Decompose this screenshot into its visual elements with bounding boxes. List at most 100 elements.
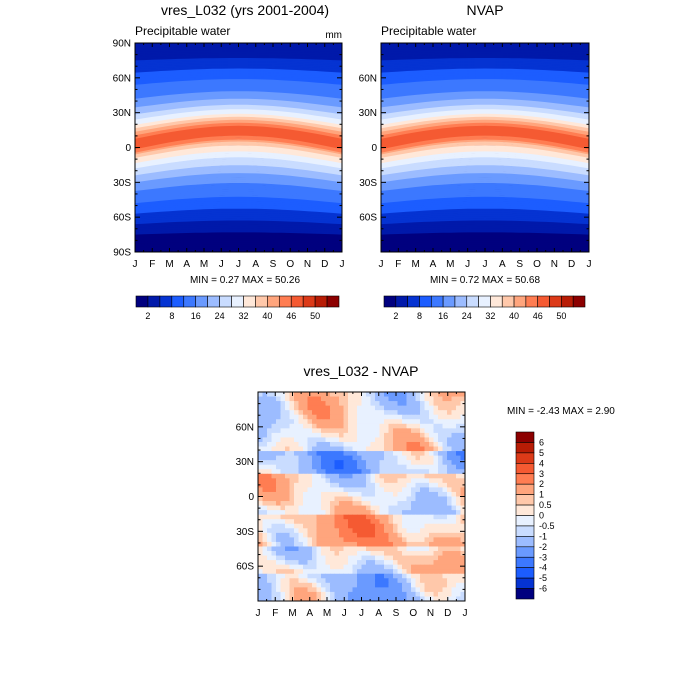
- colorbar-swatch: [515, 525, 535, 537]
- contour-cell: [258, 537, 263, 543]
- contour-cell: [420, 519, 425, 525]
- contour-cell: [325, 519, 331, 525]
- contour-cell: [388, 587, 394, 593]
- contour-cell: [429, 514, 434, 520]
- contour-cell: [361, 523, 367, 529]
- contour-cell: [298, 519, 304, 525]
- contour-cell: [415, 482, 421, 488]
- contour-cell: [276, 501, 281, 506]
- contour-cell: [406, 437, 412, 443]
- contour-cell: [271, 514, 277, 520]
- contour-cell: [402, 596, 407, 601]
- contour-cell: [325, 437, 331, 443]
- contour-cell: [438, 451, 443, 457]
- contour-cell: [298, 396, 304, 402]
- contour-cell: [375, 401, 380, 407]
- contour-cell: [447, 501, 452, 506]
- contour-cell: [352, 578, 358, 584]
- contour-band: [381, 61, 589, 67]
- contour-cell: [330, 451, 335, 457]
- contour-cell: [438, 405, 443, 411]
- contour-cell: [303, 551, 308, 556]
- contour-cell: [388, 546, 394, 552]
- contour-cell: [375, 423, 380, 429]
- contour-cell: [352, 446, 358, 452]
- contour-cell: [343, 569, 349, 575]
- contour-cell: [442, 582, 448, 588]
- contour-cell: [321, 587, 326, 593]
- contour-cell: [357, 587, 362, 593]
- contour-cell: [258, 473, 263, 479]
- contour-cell: [280, 478, 286, 484]
- contour-band: [381, 226, 589, 232]
- contour-cell: [343, 551, 349, 556]
- contour-cell: [402, 505, 407, 511]
- contour-band: [135, 163, 342, 176]
- contour-cell: [361, 446, 367, 452]
- contour-cell: [415, 546, 421, 552]
- contour-cell: [321, 432, 326, 438]
- contour-cell: [384, 423, 389, 429]
- contour-cell: [397, 541, 403, 547]
- contour-cell: [280, 428, 286, 434]
- contour-band: [381, 71, 589, 79]
- contour-cell: [375, 414, 380, 420]
- colorbar-label: -4: [539, 563, 547, 573]
- contour-cell: [460, 596, 465, 601]
- contour-cell: [397, 423, 403, 429]
- contour-cell: [271, 510, 277, 516]
- contour-cell: [325, 491, 331, 497]
- contour-cell: [280, 460, 286, 466]
- contour-cell: [424, 528, 430, 534]
- contour-cell: [276, 537, 281, 543]
- contour-cell: [307, 441, 313, 447]
- contour-cell: [370, 473, 376, 479]
- contour-cell: [370, 496, 376, 502]
- contour-cell: [298, 482, 304, 488]
- contour-cell: [388, 491, 394, 497]
- contour-cell: [438, 564, 443, 570]
- contour-cell: [456, 582, 461, 588]
- contour-cell: [402, 569, 407, 575]
- contour-cell: [294, 455, 299, 461]
- contour-cell: [334, 423, 340, 429]
- contour-cell: [424, 478, 430, 484]
- contour-cell: [303, 473, 308, 479]
- contour-cell: [375, 460, 380, 466]
- contour-cell: [321, 501, 326, 506]
- contour-cell: [406, 423, 412, 429]
- contour-cell: [330, 482, 335, 488]
- contour-cell: [262, 591, 268, 597]
- y-tick-label: 60S: [359, 213, 377, 224]
- contour-cell: [325, 482, 331, 488]
- contour-cell: [402, 487, 407, 493]
- contour-cell: [460, 473, 465, 479]
- contour-cell: [366, 496, 371, 502]
- contour-cell: [451, 446, 457, 452]
- contour-cell: [325, 487, 331, 493]
- contour-cell: [330, 432, 335, 438]
- contour-cell: [366, 405, 371, 411]
- contour-cell: [420, 491, 425, 497]
- contour-cell: [330, 464, 335, 470]
- contour-cell: [262, 551, 268, 556]
- contour-cell: [312, 482, 317, 488]
- contour-band: [135, 101, 342, 114]
- contour-cell: [438, 560, 443, 566]
- contour-cell: [424, 473, 430, 479]
- contour-cell: [348, 491, 353, 497]
- contour-cell: [438, 482, 443, 488]
- contour-cell: [348, 573, 353, 579]
- contour-cell: [442, 446, 448, 452]
- contour-cell: [402, 496, 407, 502]
- contour-cell: [294, 460, 299, 466]
- contour-cell: [415, 401, 421, 407]
- contour-band: [135, 204, 342, 213]
- contour-cell: [433, 401, 439, 407]
- contour-band: [381, 115, 589, 129]
- contour-band: [135, 167, 342, 180]
- contour-cell: [397, 573, 403, 579]
- contour-cell: [379, 546, 385, 552]
- contour-cell: [298, 496, 304, 502]
- contour-cell: [267, 460, 272, 466]
